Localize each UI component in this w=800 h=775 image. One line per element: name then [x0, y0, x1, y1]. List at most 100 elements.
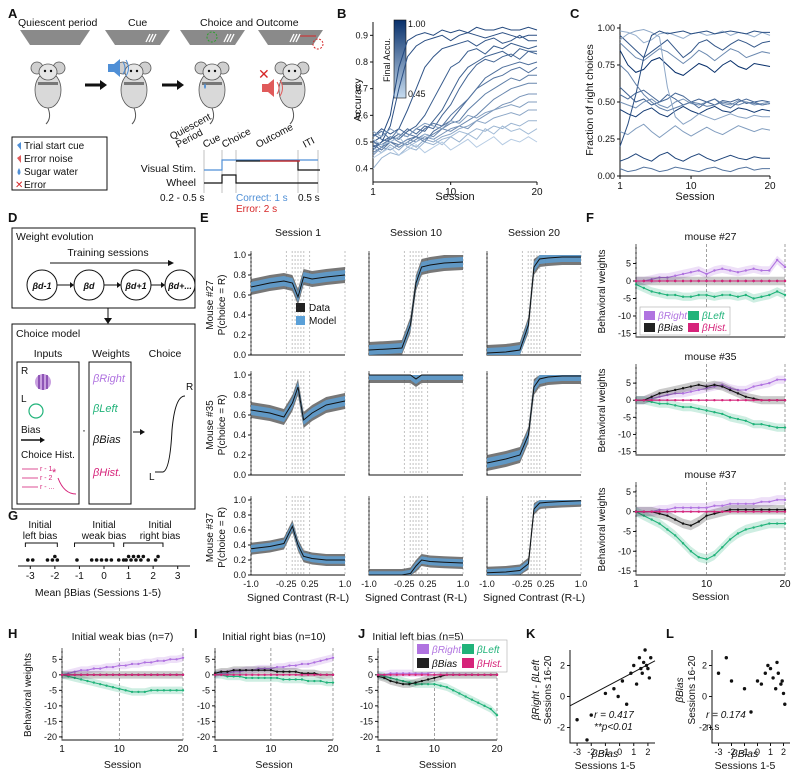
f1-hist-point [721, 399, 724, 402]
hj2-hist-point [414, 673, 417, 677]
hj1-bias-point [288, 670, 291, 673]
e-row-label: Mouse #27 [205, 280, 216, 330]
hj0-hist-point [137, 673, 140, 677]
hj0-hist-point [169, 673, 172, 677]
g-point [45, 558, 50, 562]
f2-bias-point [760, 508, 763, 511]
hj1-right-point [294, 664, 297, 667]
g-tick-label: 0 [101, 571, 107, 582]
hj2-hist-point [445, 673, 449, 677]
e-ytick-label: 0.0 [233, 350, 246, 360]
mouse-eye [293, 69, 297, 73]
f0-hist-point [713, 279, 716, 283]
hj0-xtick-label: 10 [114, 744, 126, 755]
f-legend-label: βBias [657, 323, 683, 334]
b-series-line [372, 50, 538, 143]
f-legend-swatch [688, 323, 699, 332]
g-right-2: right bias [140, 531, 181, 542]
f2-bias-point [681, 522, 685, 525]
hj1-right-point [325, 658, 328, 661]
hj1-hist-point [269, 673, 273, 677]
hj2-left-point [477, 701, 480, 704]
hj0-right-point [169, 658, 172, 661]
hj0-hist-point [92, 673, 96, 677]
e-ytick-label: 0.4 [233, 310, 246, 320]
c-series-line [619, 30, 770, 147]
hj2-ytick-label: -15 [360, 716, 373, 726]
hj1-left-point [331, 681, 335, 684]
hj0-xtick-label: 20 [177, 744, 189, 755]
g-point [50, 558, 55, 562]
hj0-ytick-label: -10 [44, 701, 57, 711]
f0-left-point [658, 292, 661, 295]
f1-right-point [752, 385, 755, 388]
b-series-line [372, 34, 537, 138]
input-bias: Bias [21, 425, 40, 436]
f1-bias-point [705, 385, 708, 388]
f1-right-point [674, 392, 677, 395]
hj1-left-point [257, 676, 260, 680]
hj2-hist-point [458, 673, 461, 677]
f2-left-band [636, 506, 785, 564]
hj1-bias-point [263, 668, 266, 672]
hj2-hist-point [489, 673, 492, 677]
panelK-point [639, 666, 643, 671]
hj1-right-point [275, 665, 279, 669]
hj1-left-point [282, 678, 285, 681]
weight-right: βRight [92, 373, 126, 385]
f2-left-point [728, 538, 732, 541]
f2-hist-point [658, 510, 661, 513]
f2-bias-point [744, 508, 747, 511]
tl-outcome: Outcome [254, 122, 295, 151]
f1-bias-point [752, 397, 755, 400]
panelL-point [774, 687, 778, 691]
hj1-hist-point [244, 673, 248, 677]
f1-hist-point [650, 399, 653, 402]
f1-left-point [760, 422, 763, 426]
f2-right-point [721, 504, 724, 507]
b-cbar-max: 1.00 [408, 19, 426, 29]
g-point [129, 558, 133, 562]
f0-left-point [768, 293, 771, 297]
hj2-ytick-label: 0 [368, 670, 373, 680]
e-row-label: Mouse #37 [205, 512, 216, 562]
hj1-left-point [275, 676, 279, 680]
hj1-xtick-label: 10 [265, 744, 277, 755]
hj0-right-point [111, 665, 115, 669]
mouse-eye [207, 69, 211, 73]
f1-left-point [736, 417, 740, 421]
panelK-point [640, 671, 644, 675]
hj0-hist-point [149, 673, 153, 677]
f2-right-point [752, 502, 755, 505]
hj1-left-point [244, 676, 248, 680]
mouse-icon [30, 61, 66, 125]
hj0-hist-point [124, 673, 127, 677]
f1-bias-point [650, 395, 653, 399]
f2-left-point [658, 522, 661, 525]
weight-hist: βHist. [92, 467, 121, 479]
hj1-ytick-label: -5 [202, 685, 210, 695]
f0-hist-point [705, 279, 708, 283]
f0-right-point [768, 269, 771, 272]
f1-right-point [760, 383, 763, 387]
f1-hist-point [783, 399, 787, 402]
f1-hist-point [658, 399, 661, 402]
f0-ytick-label: 0 [626, 276, 631, 286]
f0-right-point [650, 278, 653, 281]
hj1-hist-point [294, 673, 297, 677]
hj2-left-point [495, 713, 499, 717]
g-point [124, 558, 128, 562]
c-series-line [619, 42, 771, 65]
f2-right-point [666, 508, 669, 511]
hj2-hist-point [383, 673, 386, 677]
f2-bias-point [752, 508, 755, 511]
b-xtick-label: 10 [445, 187, 457, 198]
f0-left-point [634, 283, 638, 286]
e-ytick-label: 0.4 [233, 430, 246, 440]
hj0-left-point [124, 689, 127, 692]
g-bracket [24, 542, 58, 547]
panelL-point [783, 702, 787, 706]
hj0-xtick-label: 1 [59, 744, 65, 755]
hj0-hist-point [60, 673, 64, 677]
f2-right-band [636, 495, 785, 517]
